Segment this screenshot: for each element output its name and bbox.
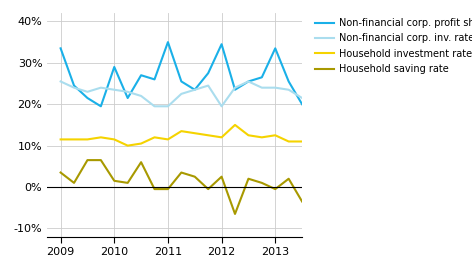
Household saving rate	[98, 159, 104, 162]
Household investment rate	[299, 140, 305, 143]
Non-financial corp. profit share	[192, 88, 198, 91]
Non-financial corp. inv. rate	[286, 88, 292, 91]
Non-financial corp. inv. rate	[299, 97, 305, 100]
Household investment rate	[152, 136, 157, 139]
Non-financial corp. profit share	[125, 97, 131, 100]
Household saving rate	[192, 175, 198, 178]
Household investment rate	[219, 136, 224, 139]
Household saving rate	[165, 188, 171, 191]
Household investment rate	[272, 134, 278, 137]
Household saving rate	[245, 177, 251, 180]
Non-financial corp. inv. rate	[259, 86, 265, 89]
Non-financial corp. inv. rate	[165, 105, 171, 108]
Household investment rate	[286, 140, 292, 143]
Non-financial corp. profit share	[71, 84, 77, 87]
Non-financial corp. profit share	[286, 80, 292, 83]
Non-financial corp. inv. rate	[192, 88, 198, 91]
Non-financial corp. profit share	[165, 41, 171, 44]
Non-financial corp. profit share	[178, 80, 184, 83]
Household investment rate	[192, 132, 198, 135]
Non-financial corp. profit share	[259, 76, 265, 79]
Non-financial corp. inv. rate	[98, 86, 104, 89]
Household investment rate	[232, 123, 238, 127]
Non-financial corp. inv. rate	[125, 90, 131, 93]
Household saving rate	[205, 188, 211, 191]
Non-financial corp. profit share	[152, 78, 157, 81]
Non-financial corp. inv. rate	[245, 80, 251, 83]
Household investment rate	[138, 142, 144, 145]
Household saving rate	[259, 181, 265, 184]
Non-financial corp. profit share	[219, 43, 224, 46]
Non-financial corp. inv. rate	[205, 84, 211, 87]
Non-financial corp. inv. rate	[111, 88, 117, 91]
Household investment rate	[58, 138, 63, 141]
Line: Non-financial corp. inv. rate: Non-financial corp. inv. rate	[60, 82, 302, 106]
Household saving rate	[232, 212, 238, 215]
Non-financial corp. inv. rate	[138, 94, 144, 98]
Non-financial corp. inv. rate	[152, 105, 157, 108]
Non-financial corp. inv. rate	[232, 86, 238, 89]
Household investment rate	[178, 130, 184, 133]
Household saving rate	[286, 177, 292, 180]
Non-financial corp. inv. rate	[272, 86, 278, 89]
Household saving rate	[272, 188, 278, 191]
Household investment rate	[111, 138, 117, 141]
Household saving rate	[138, 161, 144, 164]
Household investment rate	[98, 136, 104, 139]
Household investment rate	[84, 138, 90, 141]
Non-financial corp. inv. rate	[58, 80, 63, 83]
Household investment rate	[71, 138, 77, 141]
Non-financial corp. inv. rate	[178, 92, 184, 95]
Household saving rate	[71, 181, 77, 184]
Line: Household investment rate: Household investment rate	[60, 125, 302, 146]
Line: Household saving rate: Household saving rate	[60, 160, 302, 214]
Non-financial corp. inv. rate	[71, 86, 77, 89]
Non-financial corp. inv. rate	[84, 90, 90, 93]
Legend: Non-financial corp. profit share, Non-financial corp. inv. rate, Household inves: Non-financial corp. profit share, Non-fi…	[314, 18, 472, 74]
Household investment rate	[245, 134, 251, 137]
Household investment rate	[205, 134, 211, 137]
Household investment rate	[165, 138, 171, 141]
Household saving rate	[299, 200, 305, 203]
Household saving rate	[58, 171, 63, 174]
Non-financial corp. profit share	[205, 72, 211, 75]
Household investment rate	[259, 136, 265, 139]
Non-financial corp. profit share	[98, 105, 104, 108]
Household saving rate	[125, 181, 131, 184]
Household saving rate	[111, 179, 117, 183]
Non-financial corp. profit share	[84, 97, 90, 100]
Non-financial corp. profit share	[245, 80, 251, 83]
Non-financial corp. profit share	[299, 103, 305, 106]
Household saving rate	[152, 188, 157, 191]
Non-financial corp. profit share	[272, 47, 278, 50]
Household saving rate	[219, 175, 224, 178]
Household saving rate	[178, 171, 184, 174]
Non-financial corp. profit share	[111, 65, 117, 69]
Non-financial corp. profit share	[58, 47, 63, 50]
Non-financial corp. profit share	[232, 88, 238, 91]
Household saving rate	[84, 159, 90, 162]
Line: Non-financial corp. profit share: Non-financial corp. profit share	[60, 42, 302, 106]
Non-financial corp. profit share	[138, 74, 144, 77]
Household investment rate	[125, 144, 131, 147]
Non-financial corp. inv. rate	[219, 105, 224, 108]
